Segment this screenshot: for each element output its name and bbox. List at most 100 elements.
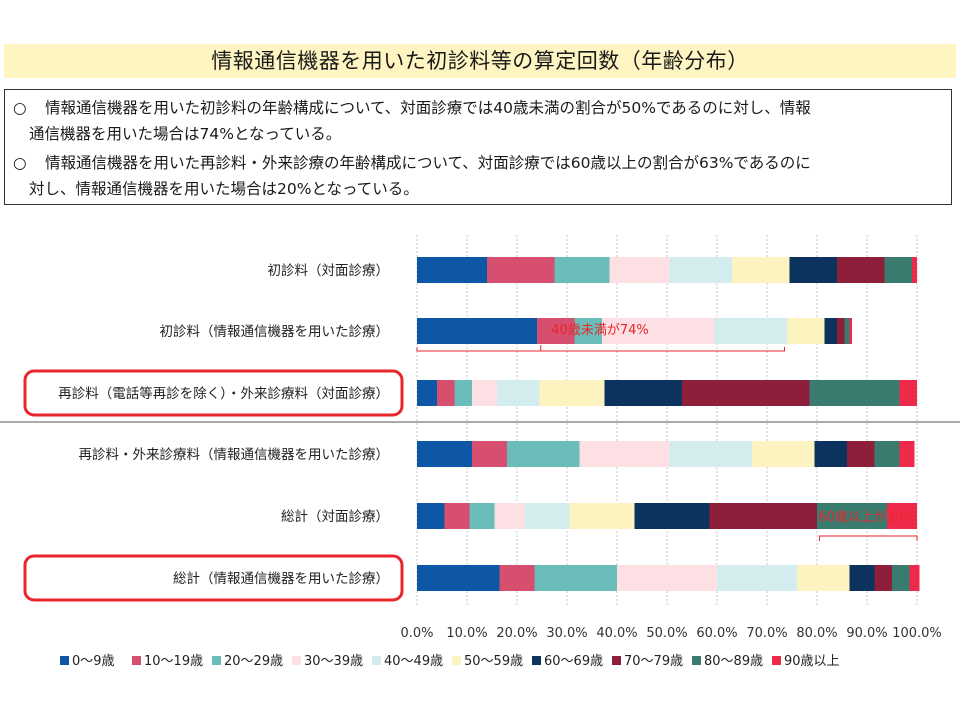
stacked-bar-chart: 0.0% 10.0% 20.0% 30.0% 40.0% 50.0% 60.0% 70.0% 8… xyxy=(0,235,960,641)
x-tick-label: 10.0% xyxy=(446,626,487,641)
category-label: 初診料（対面診療） xyxy=(268,262,390,279)
bar-segment xyxy=(472,380,497,406)
bar-segment xyxy=(634,503,710,529)
summary-text-1b: 通信機器を用いた場合は74%となっている。 xyxy=(29,125,342,143)
bar-segment xyxy=(602,318,715,344)
category-label: 初診料（情報通信機器を用いた診療） xyxy=(160,323,390,340)
legend-swatch xyxy=(132,656,141,665)
category-label: 総計（情報通信機器を用いた診療） xyxy=(173,570,389,587)
summary-text-2a: 情報通信機器を用いた再診料・外来診療の年齢構成について、対面診療では60歳以上の… xyxy=(45,154,811,172)
bar-segment xyxy=(912,257,917,283)
summary-box: ○ 情報通信機器を用いた初診料の年齢構成について、対面診療では40歳未満の割合が5… xyxy=(4,89,952,205)
bar-segment xyxy=(469,503,495,529)
bar-segment xyxy=(714,318,787,344)
bar-segment xyxy=(444,503,470,529)
category-label: 総計（対面診療） xyxy=(281,508,389,525)
legend-label: 60〜69歳 xyxy=(544,654,604,669)
bar-segment xyxy=(874,441,900,467)
legend-item: 90歳以上 xyxy=(772,652,840,672)
x-tick-label: 40.0% xyxy=(596,626,637,641)
legend-label: 0〜9歳 xyxy=(72,654,115,669)
bar-segment xyxy=(837,318,845,344)
under40-annotation: 40歳未満が74% xyxy=(551,323,648,338)
bar-segment xyxy=(417,565,500,591)
x-tick-label: 90.0% xyxy=(846,626,887,641)
legend-swatch xyxy=(772,656,781,665)
bar-segment xyxy=(709,503,817,529)
legend-item: 10〜19歳 xyxy=(132,652,203,672)
highlight-box xyxy=(23,554,404,602)
bar-segment xyxy=(682,380,810,406)
legend-label: 10〜19歳 xyxy=(144,654,204,669)
bar-segment xyxy=(569,503,635,529)
bar-segment xyxy=(669,441,752,467)
x-tick-label: 30.0% xyxy=(546,626,587,641)
over60-annotation: 60歳以上が20% xyxy=(818,510,915,525)
bar-segment xyxy=(609,257,670,283)
bar-segment xyxy=(534,565,617,591)
legend-label: 50〜59歳 xyxy=(464,654,524,669)
x-tick-label: 60.0% xyxy=(696,626,737,641)
bar-segment xyxy=(809,380,900,406)
legend-item: 80〜89歳 xyxy=(692,652,763,672)
legend-item: 0〜9歳 xyxy=(60,652,115,672)
summary-text-1a: 情報通信機器を用いた初診料の年齢構成について、対面診療では40歳未満の割合が50… xyxy=(45,99,811,117)
legend-item: 40〜49歳 xyxy=(372,652,443,672)
chart-legend: 0〜9歳 10〜19歳 20〜29歳 30〜39歳 40〜49歳 50〜59歳 60〜69歳… xyxy=(60,652,940,672)
x-tick-label: 80.0% xyxy=(796,626,837,641)
x-tick-label: 50.0% xyxy=(646,626,687,641)
bar-segment xyxy=(579,441,670,467)
under40-bracket xyxy=(416,345,785,352)
legend-swatch xyxy=(292,656,301,665)
legend-label: 80〜89歳 xyxy=(704,654,764,669)
bar-segment xyxy=(497,380,540,406)
bar-segment xyxy=(787,318,825,344)
over60-bracket xyxy=(819,535,918,541)
legend-item: 20〜29歳 xyxy=(212,652,283,672)
legend-label: 70〜79歳 xyxy=(624,654,684,669)
summary-item-1: ○ 情報通信機器を用いた初診料の年齢構成について、対面診療では40歳未満の割合が5… xyxy=(13,95,811,121)
legend-label: 30〜39歳 xyxy=(304,654,364,669)
bar-segment xyxy=(499,565,535,591)
legend-item: 60〜69歳 xyxy=(532,652,603,672)
bar-segment xyxy=(472,441,507,467)
category-label: 再診料（電話等再診を除く）・外来診療料（対面診療） xyxy=(58,385,389,402)
bar-segment xyxy=(669,257,732,283)
bar-segment xyxy=(604,380,682,406)
bar-segment xyxy=(849,318,852,344)
legend-swatch xyxy=(452,656,461,665)
bar-segment xyxy=(417,257,487,283)
bar-segment xyxy=(874,565,892,591)
bar-segment xyxy=(574,318,602,344)
bar-segment xyxy=(887,503,917,529)
bar-segment xyxy=(617,565,717,591)
legend-item: 30〜39歳 xyxy=(292,652,363,672)
bar-segment xyxy=(507,441,580,467)
summary-item-2: ○ 情報通信機器を用いた再診料・外来診療の年齢構成について、対面診療では60歳以上… xyxy=(13,150,811,176)
title-bar: 情報通信機器を用いた初診料等の算定回数（年齢分布） xyxy=(4,44,956,78)
bar-segment xyxy=(487,257,555,283)
summary-item-2-cont: 対し、情報通信機器を用いた場合は20%となっている。 xyxy=(29,176,419,202)
legend-swatch xyxy=(212,656,221,665)
bar-segment xyxy=(539,380,605,406)
legend-swatch xyxy=(692,656,701,665)
x-tick-label: 70.0% xyxy=(746,626,787,641)
bar-segment xyxy=(454,380,472,406)
legend-label: 20〜29歳 xyxy=(224,654,284,669)
legend-swatch xyxy=(532,656,541,665)
bullet-icon: ○ xyxy=(13,154,27,172)
bar-segment xyxy=(844,318,850,344)
legend-item: 70〜79歳 xyxy=(612,652,683,672)
bar-segment xyxy=(817,503,887,529)
bar-segment xyxy=(717,565,797,591)
x-tick-label: 100.0% xyxy=(892,626,942,641)
x-tick-label: 20.0% xyxy=(496,626,537,641)
bar-segment xyxy=(847,441,875,467)
category-label: 再診料・外来診療料（情報通信機器を用いた診療） xyxy=(79,446,390,463)
highlight-box xyxy=(23,369,404,417)
bar-segment xyxy=(417,380,437,406)
bar-segment xyxy=(437,380,455,406)
bar-segment xyxy=(884,257,912,283)
page-title: 情報通信機器を用いた初診料等の算定回数（年齢分布） xyxy=(211,49,749,73)
bar-segment xyxy=(537,318,575,344)
